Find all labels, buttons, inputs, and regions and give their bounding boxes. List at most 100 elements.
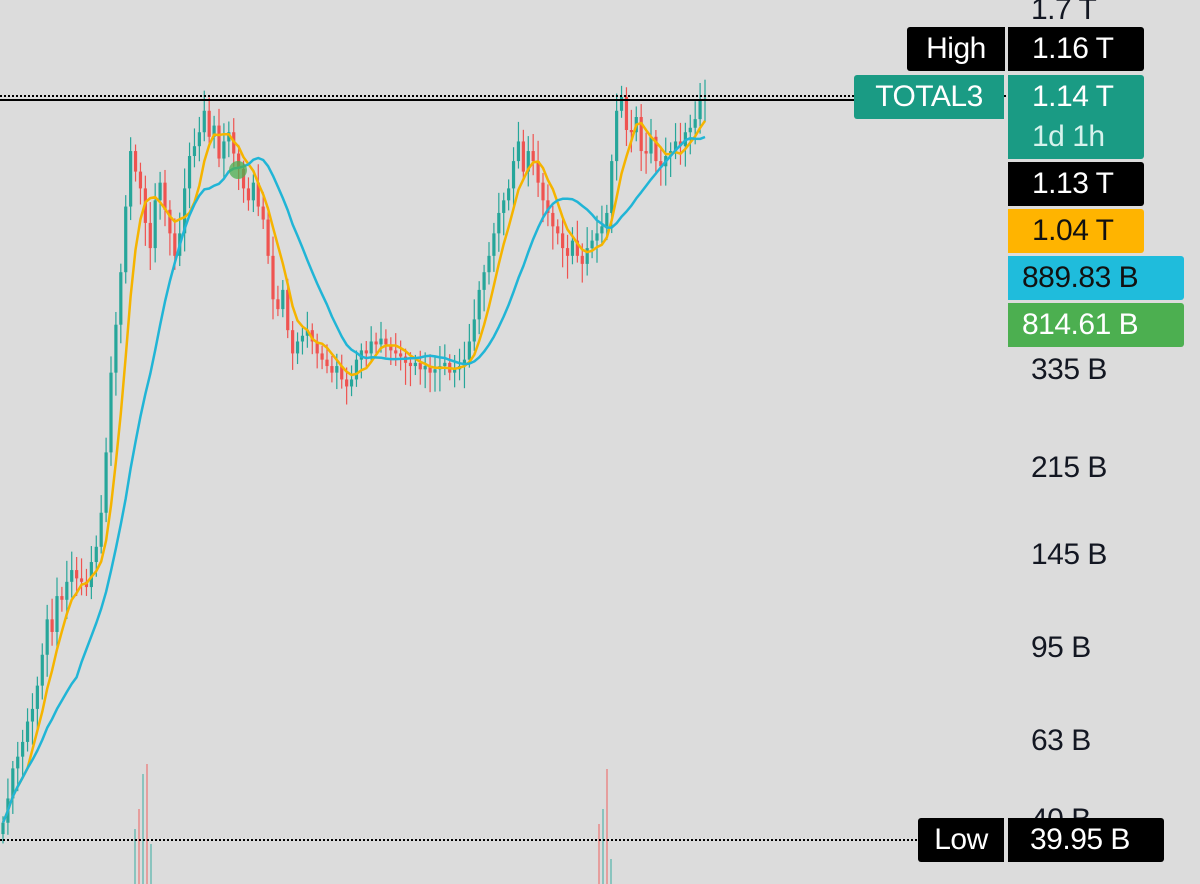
candle-body bbox=[698, 100, 702, 120]
candle bbox=[119, 263, 123, 344]
candle bbox=[60, 586, 64, 612]
candle bbox=[45, 604, 49, 677]
candle bbox=[50, 598, 54, 646]
volume-bar bbox=[606, 769, 608, 884]
candle bbox=[345, 367, 349, 405]
candle bbox=[183, 168, 187, 252]
candle-body bbox=[531, 151, 535, 162]
candle bbox=[340, 354, 344, 389]
price-tick: 1.7 T bbox=[1031, 0, 1097, 26]
candle-body bbox=[693, 119, 697, 128]
candle bbox=[595, 215, 599, 263]
candle bbox=[99, 495, 103, 554]
candle bbox=[418, 350, 422, 385]
candle-body bbox=[546, 200, 550, 213]
candle-body bbox=[325, 359, 329, 367]
candle-body bbox=[104, 452, 108, 513]
candle bbox=[138, 162, 143, 205]
candle-body bbox=[600, 226, 604, 234]
candle bbox=[40, 643, 44, 700]
candle bbox=[531, 134, 535, 176]
candle-body bbox=[521, 141, 525, 172]
candle bbox=[75, 556, 79, 596]
candle bbox=[472, 299, 476, 351]
candle-body bbox=[418, 362, 422, 370]
cross-marker bbox=[229, 161, 247, 179]
chart-plot-area[interactable] bbox=[0, 0, 1010, 884]
candle bbox=[492, 222, 496, 272]
candle-body bbox=[364, 350, 368, 354]
candle-body bbox=[526, 151, 530, 172]
candle-body bbox=[192, 146, 197, 157]
candle bbox=[619, 85, 624, 118]
candle-body bbox=[354, 359, 359, 380]
candle bbox=[197, 116, 201, 162]
candle-body bbox=[217, 125, 221, 159]
candle-body bbox=[394, 350, 398, 354]
candle bbox=[688, 114, 692, 155]
candle-body bbox=[99, 512, 103, 547]
candle-body bbox=[644, 151, 648, 154]
candle-body bbox=[349, 379, 354, 387]
price-tick: 215 B bbox=[1031, 451, 1107, 484]
candle bbox=[21, 729, 25, 777]
candle-body bbox=[590, 240, 594, 249]
candle-body bbox=[428, 366, 432, 373]
candle-body bbox=[615, 110, 619, 162]
candle-body bbox=[516, 141, 521, 162]
candle-body bbox=[281, 289, 285, 310]
candle bbox=[551, 205, 555, 250]
low-value-badge: 39.95 B bbox=[1008, 818, 1164, 862]
candle bbox=[369, 326, 373, 362]
candle bbox=[291, 321, 295, 370]
candle-body bbox=[222, 141, 226, 159]
candle bbox=[25, 708, 30, 752]
candle bbox=[227, 121, 231, 158]
candle-body bbox=[472, 319, 476, 342]
candle-body bbox=[565, 248, 570, 256]
candle-body bbox=[183, 188, 187, 234]
candle bbox=[629, 109, 633, 153]
candle-body bbox=[482, 272, 486, 290]
candle bbox=[320, 345, 324, 370]
candle-body bbox=[227, 132, 231, 142]
volume-bar bbox=[610, 859, 612, 884]
candle-body bbox=[16, 756, 20, 769]
candle-body bbox=[163, 182, 167, 210]
candle bbox=[624, 87, 629, 146]
candle-body bbox=[502, 200, 506, 213]
candle bbox=[703, 79, 707, 123]
candle-body bbox=[310, 330, 314, 342]
candle bbox=[644, 132, 648, 174]
candle bbox=[30, 693, 35, 745]
last-price-value: 1.14 T bbox=[1032, 80, 1114, 113]
candle bbox=[11, 761, 15, 814]
candle-body bbox=[374, 341, 378, 345]
candle-body bbox=[551, 212, 555, 227]
last-price-badge: 1.14 T 1d 1h bbox=[1008, 75, 1144, 159]
candle bbox=[143, 175, 147, 246]
volume-bar bbox=[150, 844, 152, 884]
candle bbox=[654, 129, 658, 175]
candle-body bbox=[688, 127, 692, 133]
candle-body bbox=[197, 132, 201, 147]
candle bbox=[536, 140, 540, 197]
candle bbox=[163, 169, 167, 227]
candle bbox=[394, 333, 398, 366]
candle-body bbox=[413, 362, 417, 367]
candle bbox=[217, 108, 221, 168]
candle-body bbox=[129, 151, 133, 207]
price-chart[interactable] bbox=[0, 0, 1010, 884]
candle-body bbox=[570, 240, 575, 256]
price-tick: 145 B bbox=[1031, 538, 1107, 571]
symbol-label-badge: TOTAL3 bbox=[854, 75, 1004, 119]
candle bbox=[374, 332, 378, 356]
candle-body bbox=[330, 366, 334, 373]
candle bbox=[477, 281, 481, 335]
candle-body bbox=[1, 822, 5, 835]
volume-bar bbox=[602, 809, 604, 884]
candle-body bbox=[575, 240, 579, 256]
candle-body bbox=[541, 182, 545, 201]
candle-body bbox=[276, 299, 280, 310]
candle-body bbox=[133, 151, 138, 172]
